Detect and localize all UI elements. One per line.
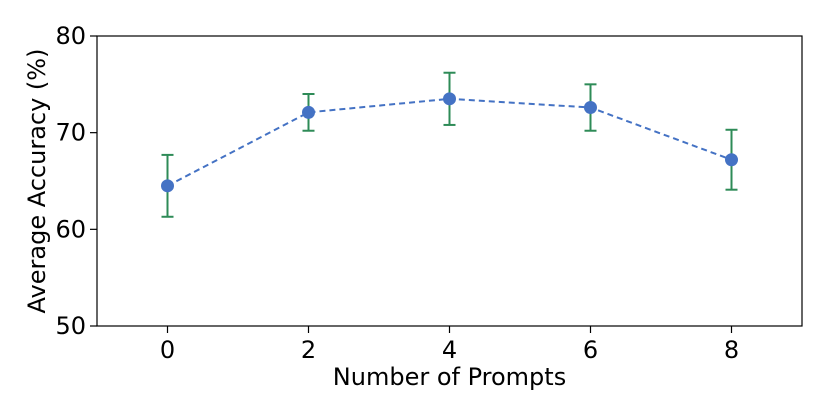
axis-ticks — [90, 35, 733, 333]
data-point — [443, 92, 456, 106]
x-axis-label: Number of Prompts — [333, 363, 566, 391]
data-point — [302, 105, 315, 119]
y-tick-label: 80 — [55, 22, 86, 50]
data-point — [161, 179, 174, 193]
x-tick-label: 2 — [301, 336, 316, 364]
x-tick-label: 0 — [160, 336, 175, 364]
y-tick-label: 60 — [55, 215, 86, 243]
y-axis-label: Average Accuracy (%) — [23, 49, 51, 314]
y-tick-labels: 50 60 70 80 — [55, 22, 86, 340]
x-tick-label: 4 — [442, 336, 457, 364]
x-tick-labels: 0 2 4 6 8 — [160, 336, 739, 364]
data-point — [725, 153, 738, 167]
plot-frame — [96, 35, 803, 327]
y-tick-label: 70 — [55, 119, 86, 147]
x-tick-label: 6 — [583, 336, 598, 364]
y-tick-label: 50 — [55, 312, 86, 340]
x-tick-label: 8 — [724, 336, 739, 364]
data-points — [161, 92, 738, 193]
data-point — [584, 101, 597, 115]
